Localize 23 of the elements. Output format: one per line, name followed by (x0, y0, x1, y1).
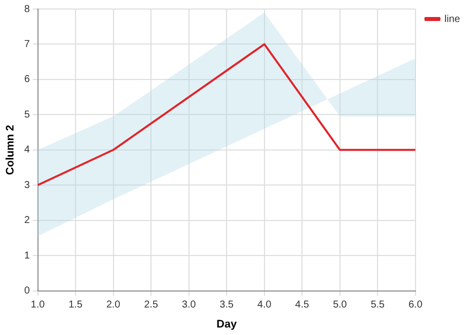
x-tick-label: 4.0 (257, 300, 272, 311)
y-tick-label: 3 (24, 180, 30, 191)
x-tick-label: 2.5 (144, 300, 158, 311)
x-tick-label: 1.5 (68, 300, 83, 311)
x-tick-label: 3.5 (220, 300, 234, 311)
x-axis-title: Day (216, 318, 238, 330)
x-tick-label: 4.5 (295, 300, 310, 311)
y-tick-label: 2 (24, 215, 30, 226)
y-axis-title: Column 2 (4, 124, 17, 175)
y-tick-label: 8 (24, 4, 30, 15)
x-tick-label: 6.0 (408, 300, 423, 311)
y-tick-label: 7 (24, 38, 30, 50)
y-tick-label: 5 (24, 109, 30, 120)
y-tick-label: 6 (24, 74, 30, 86)
x-tick-label: 1.0 (30, 300, 46, 311)
y-tick-label: 4 (24, 144, 30, 156)
y-tick-label: 0 (24, 286, 30, 297)
x-tick-label: 3.0 (182, 300, 196, 311)
x-tick-label: 2.0 (106, 300, 121, 311)
legend-label: line (444, 14, 460, 25)
x-tick-label: 5.5 (370, 300, 386, 311)
x-tick-label: 5.0 (332, 300, 348, 311)
y-tick-label: 1 (24, 250, 30, 262)
